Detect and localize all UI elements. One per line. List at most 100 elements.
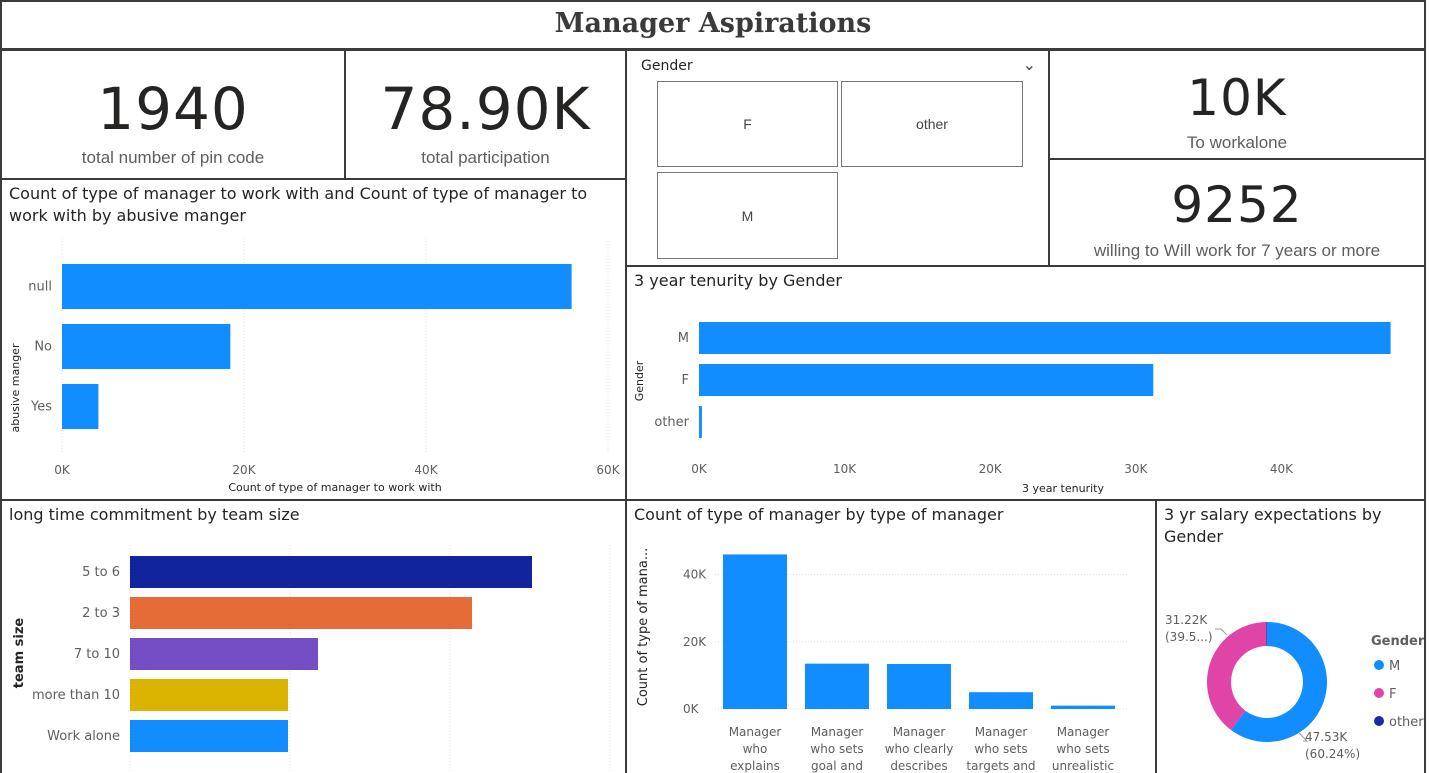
- chevron-down-icon[interactable]: ⌄: [1022, 55, 1036, 74]
- x-tick-label: 30K: [1124, 462, 1148, 476]
- category-label: other: [654, 415, 689, 430]
- slicer-option-m[interactable]: M: [657, 172, 838, 259]
- gender-slicer[interactable]: Gender ⌄ F other M: [625, 49, 1050, 267]
- y-axis-label: abusive manger: [9, 343, 22, 432]
- kpi-label: total participation: [421, 148, 550, 167]
- x-tick-label: 40K: [1270, 462, 1294, 476]
- category-label: explains: [730, 759, 780, 773]
- bar: [699, 406, 702, 438]
- category-label: goal and: [811, 759, 863, 773]
- y-axis-label: team size: [12, 618, 27, 689]
- kpi-label: To workalone: [1186, 133, 1288, 152]
- legend-label: M: [1389, 659, 1400, 674]
- category-label: Yes: [30, 400, 52, 415]
- category-label: Manager: [975, 725, 1028, 739]
- y-axis-label: Gender: [633, 360, 646, 401]
- data-label-value: 31.22K: [1165, 613, 1208, 627]
- x-tick-label: 0K: [54, 463, 71, 477]
- category-label: Work alone: [47, 729, 120, 744]
- slicer-option-other[interactable]: other: [841, 81, 1023, 167]
- category-label: 2 to 3: [82, 606, 120, 621]
- bar: [130, 679, 288, 711]
- category-label: who: [743, 742, 768, 756]
- x-tick-label: 60K: [596, 463, 620, 477]
- category-label: 5 to 6: [82, 565, 120, 580]
- bar: [805, 663, 869, 709]
- title-bar: Manager Aspirations: [0, 0, 1426, 50]
- x-tick-label: 20K: [232, 463, 256, 477]
- bar: [130, 597, 472, 629]
- y-tick-label: 20K: [683, 635, 707, 649]
- kpi-label: total number of pin code: [81, 148, 265, 167]
- data-label-percent: (60.24%): [1305, 747, 1360, 761]
- category-label: Manager: [811, 725, 864, 739]
- bar: [130, 556, 532, 588]
- kpi-card-participation[interactable]: 78.90K total participation: [344, 49, 627, 180]
- abusive-manager-chart-svg: 0K 20K 40K 60K null No Yes Count of type of man…: [9, 238, 621, 494]
- donut-slice: [1231, 622, 1327, 742]
- bar: [62, 324, 231, 369]
- bar: [699, 364, 1154, 396]
- legend-marker: [1374, 688, 1384, 698]
- legend-marker: [1374, 716, 1384, 726]
- manager-type-chart-svg: 0K 20K 40K Manager who explains Manager who set…: [636, 548, 1127, 773]
- chart-title: 3 yr salary expectations by Gender: [1164, 505, 1382, 546]
- legend-label: F: [1389, 687, 1396, 702]
- kpi-card-pin-codes[interactable]: 1940 total number of pin code: [0, 49, 346, 180]
- kpi-value: 1940: [97, 75, 249, 143]
- category-label: No: [34, 340, 52, 355]
- x-tick-label: 40K: [414, 463, 438, 477]
- category-label: more than 10: [32, 688, 120, 703]
- x-axis-label: Count of type of manager to work with: [228, 481, 441, 494]
- bar: [1051, 705, 1115, 709]
- bar: [699, 322, 1391, 354]
- category-label: who sets: [1056, 742, 1109, 756]
- legend-title: Gender: [1371, 634, 1424, 649]
- y-tick-label: 0K: [683, 702, 700, 716]
- data-label-value: 47.53K: [1305, 730, 1348, 744]
- category-label: Manager: [893, 725, 946, 739]
- bar: [62, 264, 572, 309]
- team-size-chart[interactable]: long time commitment by team size 5 to 6…: [0, 499, 627, 773]
- x-tick-label: 20K: [979, 462, 1003, 476]
- bar: [723, 554, 787, 709]
- y-axis-label: Count of type of mana...: [636, 548, 651, 706]
- x-tick-label: 0K: [691, 462, 708, 476]
- team-size-chart-svg: 5 to 6 2 to 3 7 to 10 more than 10 Work alon…: [12, 545, 611, 773]
- category-label: 7 to 10: [74, 647, 120, 662]
- bar: [887, 663, 951, 709]
- category-label: Manager: [1057, 725, 1110, 739]
- tenure-chart[interactable]: 3 year tenurity by Gender 0K 10K 20K 30K 40K…: [625, 265, 1426, 501]
- x-tick-label: 10K: [833, 462, 857, 476]
- data-label-percent: (39.5...): [1165, 630, 1213, 644]
- category-label: targets and: [966, 759, 1035, 773]
- legend-label: other: [1389, 715, 1424, 730]
- page-title: Manager Aspirations: [554, 8, 872, 39]
- salary-donut-chart[interactable]: 3 yr salary expectations by Gender 47.53…: [1155, 499, 1426, 773]
- kpi-label: willing to Will work for 7 years or more: [1093, 241, 1381, 260]
- category-label: who sets: [974, 742, 1027, 756]
- category-label: who clearly: [885, 742, 954, 756]
- category-label: describes: [890, 759, 947, 773]
- category-label: unrealistic: [1052, 759, 1114, 773]
- chart-title: Count of type of manager by type of mana…: [634, 505, 1004, 524]
- legend-marker: [1374, 660, 1384, 670]
- manager-type-chart[interactable]: Count of type of manager by type of mana…: [625, 499, 1157, 773]
- kpi-card-work-alone[interactable]: 10K To workalone: [1048, 49, 1426, 160]
- bar: [130, 638, 318, 670]
- donut-slice: [1266, 622, 1267, 647]
- kpi-card-seven-years[interactable]: 9252 willing to Will work for 7 years or…: [1048, 158, 1426, 267]
- category-label: who sets: [810, 742, 863, 756]
- y-tick-label: 40K: [683, 568, 707, 582]
- abusive-manager-chart[interactable]: Count of type of manager to work with an…: [0, 178, 627, 501]
- kpi-value: 10K: [1187, 69, 1287, 127]
- x-axis-label: 3 year tenurity: [1022, 482, 1104, 495]
- category-label: F: [682, 373, 689, 388]
- chart-title: 3 year tenurity by Gender: [634, 271, 842, 290]
- x-tick-label: 5: [1423, 462, 1424, 476]
- category-label: null: [28, 280, 52, 295]
- category-label: Manager: [729, 725, 782, 739]
- chart-title: Count of type of manager to work with an…: [9, 184, 588, 225]
- bar: [969, 692, 1033, 709]
- slicer-option-f[interactable]: F: [657, 81, 838, 167]
